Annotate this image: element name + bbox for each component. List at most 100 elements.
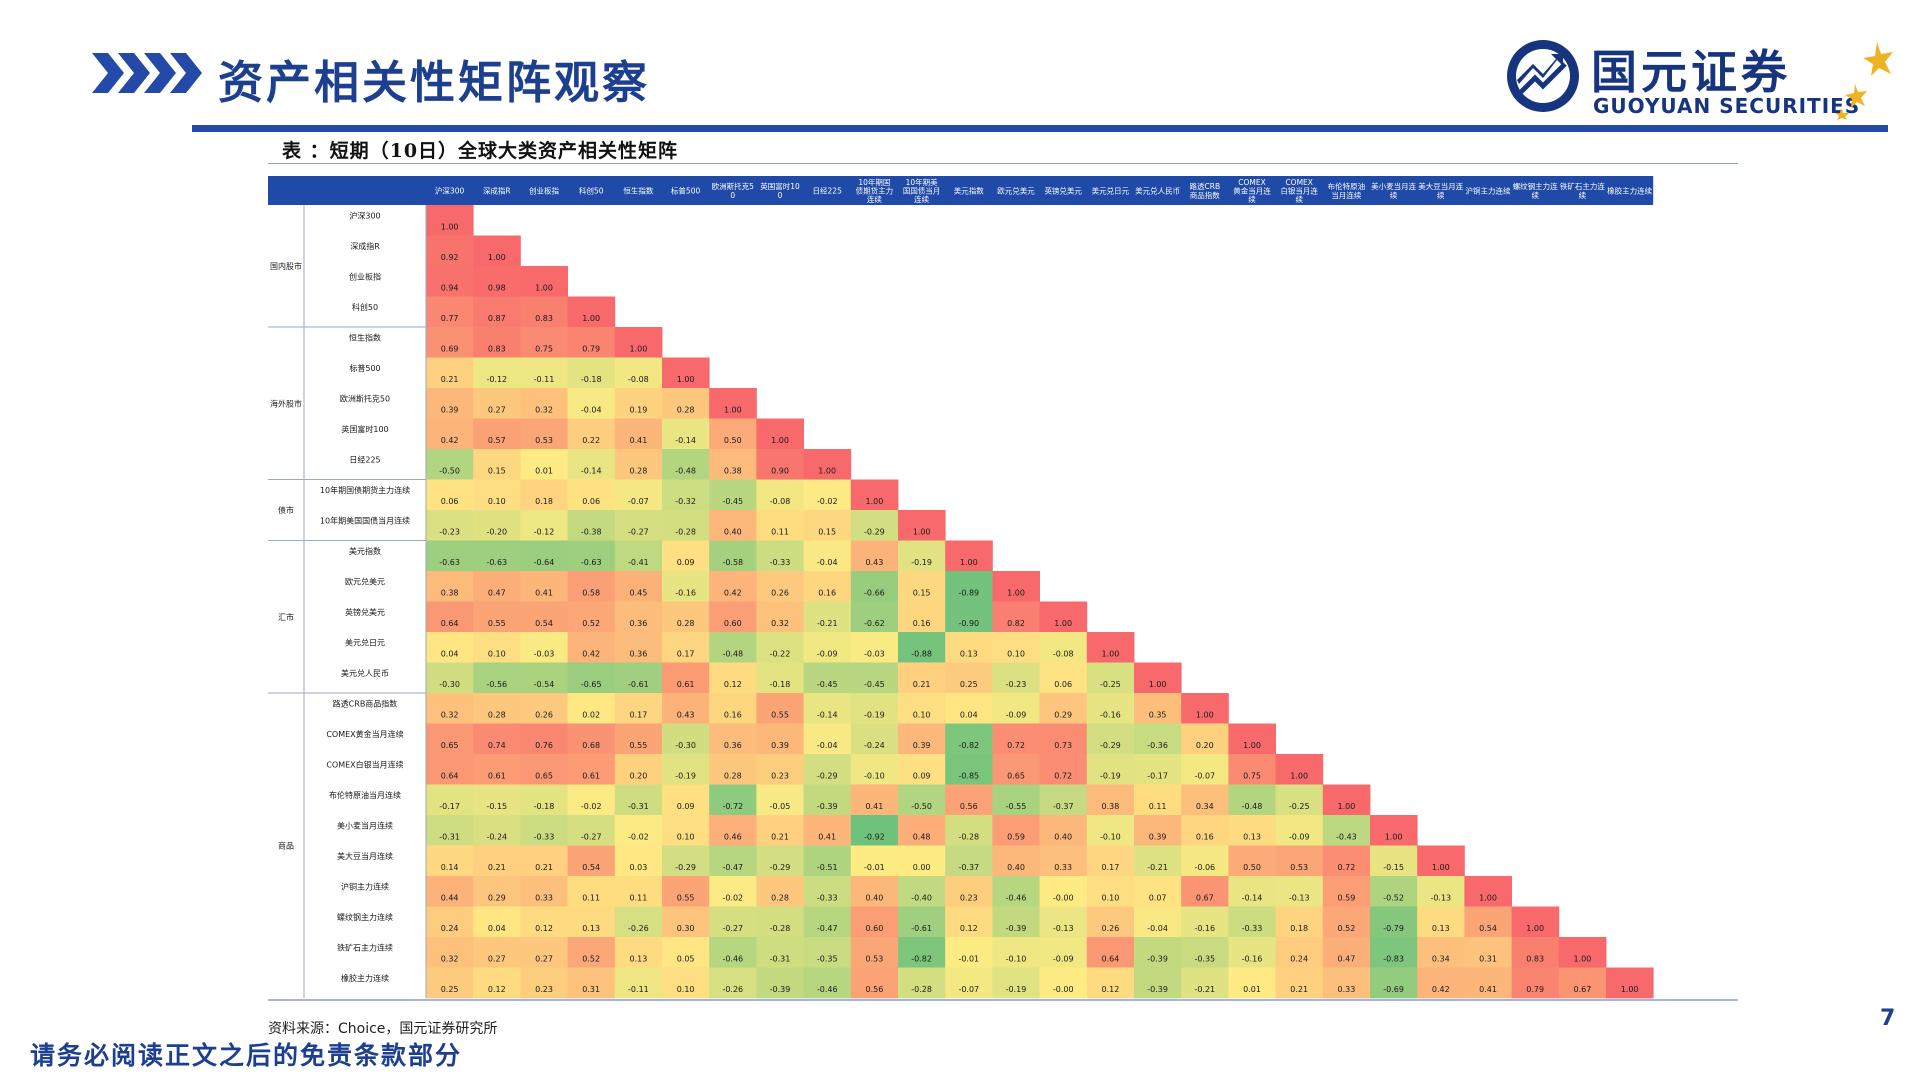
header-chevrons-icon <box>92 53 202 93</box>
matrix-cell <box>426 418 474 450</box>
matrix-cell <box>1322 967 1371 999</box>
matrix-cell <box>803 571 852 602</box>
cell-value: 1.00 <box>629 345 647 354</box>
matrix-cell <box>1134 845 1182 877</box>
cell-value: -0.46 <box>1006 894 1027 903</box>
matrix-cell <box>850 754 899 785</box>
matrix-cell <box>662 967 710 999</box>
cell-value: 0.39 <box>771 741 789 750</box>
cell-value: 0.16 <box>724 711 742 720</box>
logo-english-text: GUOYUAN SECURITIES <box>1593 94 1861 118</box>
cell-value: 0.40 <box>1054 833 1072 842</box>
cell-value: 1.00 <box>1196 711 1214 720</box>
cell-value: -0.89 <box>958 589 979 598</box>
cell-value: 0.04 <box>441 650 459 659</box>
logo-stars-icon <box>1835 42 1893 120</box>
cell-value: -0.16 <box>675 589 696 598</box>
cell-value: -0.61 <box>628 680 649 689</box>
cell-value: 0.87 <box>488 314 506 323</box>
cell-value: -0.16 <box>1194 924 1215 933</box>
cell-value: 0.06 <box>441 497 459 506</box>
row-label: 橡胶主力连续 <box>341 973 389 983</box>
cell-value: 0.21 <box>488 863 506 872</box>
cell-value: -0.20 <box>486 528 507 537</box>
cell-value: 0.38 <box>724 467 742 476</box>
cell-value: 0.83 <box>488 345 506 354</box>
matrix-cell <box>1086 845 1135 877</box>
matrix-cell <box>756 479 804 511</box>
cell-value: 0.16 <box>818 589 836 598</box>
matrix-cell <box>520 967 568 999</box>
cell-value: -0.29 <box>1100 741 1121 750</box>
matrix-cell <box>614 754 663 785</box>
matrix-cell <box>992 967 1040 999</box>
cell-value: 0.29 <box>1054 711 1072 720</box>
matrix-cell <box>756 510 804 541</box>
matrix-cell <box>662 632 710 663</box>
matrix-cell <box>1275 906 1324 938</box>
matrix-cell <box>1322 876 1371 907</box>
matrix-cell <box>614 449 663 480</box>
matrix-cell <box>898 693 946 724</box>
cell-value: -0.15 <box>1383 863 1404 872</box>
cell-value: -0.29 <box>864 528 885 537</box>
matrix-cell <box>1275 784 1324 816</box>
matrix-cell <box>1275 967 1324 999</box>
cell-value: 0.31 <box>1479 955 1497 964</box>
cell-value: 0.27 <box>488 955 506 964</box>
cell-value: 0.53 <box>1290 863 1308 872</box>
cell-value: 0.13 <box>582 924 600 933</box>
matrix-cell <box>662 906 710 938</box>
cell-value: 1.00 <box>1101 650 1119 659</box>
cell-value: 1.00 <box>1621 985 1639 994</box>
matrix-cell <box>992 784 1040 816</box>
matrix-cell <box>945 937 993 968</box>
matrix-cell <box>756 937 804 968</box>
matrix-cell <box>1086 632 1135 663</box>
cell-value: 0.54 <box>1479 924 1497 933</box>
cell-value: 1.00 <box>1432 863 1450 872</box>
matrix-cell <box>1181 723 1229 755</box>
matrix-cell <box>1086 693 1135 724</box>
cell-value: -0.45 <box>817 680 838 689</box>
matrix-cell <box>756 967 804 999</box>
cell-value: -0.05 <box>770 802 791 811</box>
matrix-cell <box>1417 906 1465 938</box>
matrix-cell <box>520 357 568 389</box>
cell-value: 0.21 <box>913 680 931 689</box>
cell-value: -0.07 <box>1194 772 1215 781</box>
cell-value: -0.02 <box>817 497 838 506</box>
matrix-cell <box>426 296 474 328</box>
matrix-cell <box>1275 845 1324 877</box>
cell-value: 0.68 <box>582 741 600 750</box>
cell-value: -0.32 <box>675 497 696 506</box>
matrix-cell <box>803 815 852 846</box>
cell-value: 0.11 <box>1149 802 1167 811</box>
matrix-cell <box>426 815 474 846</box>
matrix-cell <box>1370 937 1418 968</box>
cell-value: -0.41 <box>628 558 649 567</box>
column-header: 螺纹钢主力连 <box>1513 181 1558 191</box>
cell-value: 1.00 <box>677 375 695 384</box>
cell-value: -0.03 <box>864 650 885 659</box>
cell-value: 0.33 <box>535 894 553 903</box>
matrix-cell <box>662 937 710 968</box>
matrix-cell <box>1086 937 1135 968</box>
cell-value: 0.10 <box>488 650 506 659</box>
row-label: 10年期美国国债当月连续 <box>320 515 410 525</box>
cell-value: 0.33 <box>1337 985 1355 994</box>
matrix-cell <box>662 571 710 602</box>
matrix-cell <box>1181 967 1229 999</box>
matrix-cell <box>567 632 616 663</box>
page-number: 7 <box>1880 1006 1896 1031</box>
cell-value: -0.64 <box>534 558 555 567</box>
cell-value: 1.00 <box>771 436 789 445</box>
matrix-cell <box>850 876 899 907</box>
matrix-cell <box>614 418 663 450</box>
matrix-cell <box>1181 754 1229 785</box>
cell-value: 0.44 <box>441 894 459 903</box>
column-header: 科创50 <box>579 186 604 196</box>
row-label: 欧元兑美元 <box>345 576 385 586</box>
matrix-cell <box>520 937 568 968</box>
matrix-cell <box>1417 967 1465 999</box>
